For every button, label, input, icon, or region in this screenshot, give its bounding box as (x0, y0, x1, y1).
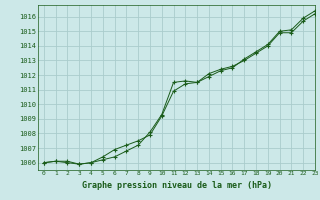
X-axis label: Graphe pression niveau de la mer (hPa): Graphe pression niveau de la mer (hPa) (82, 181, 271, 190)
